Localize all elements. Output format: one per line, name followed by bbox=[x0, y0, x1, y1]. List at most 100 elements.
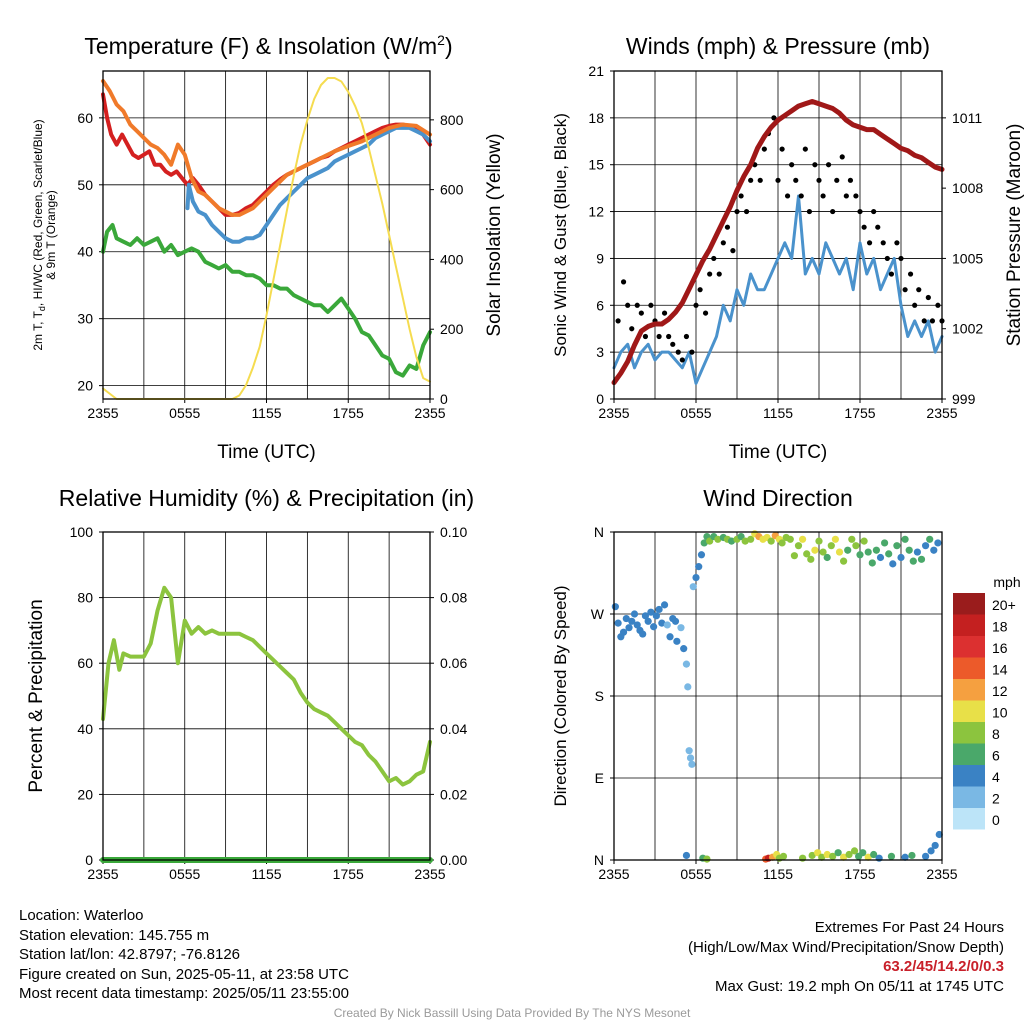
direction-point bbox=[927, 847, 935, 855]
series-line-0 bbox=[612, 194, 944, 385]
colorbar-swatch bbox=[953, 679, 985, 701]
y-right-tick-label: 1011 bbox=[952, 110, 982, 126]
gust-point bbox=[724, 224, 731, 230]
x-tick-label: 1755 bbox=[333, 866, 364, 882]
plot-frame bbox=[102, 531, 431, 861]
gust-point bbox=[820, 193, 826, 199]
gust-point bbox=[661, 310, 668, 316]
series-line-0 bbox=[101, 92, 432, 217]
direction-point bbox=[931, 841, 939, 850]
y-right-tick-label: 1002 bbox=[952, 321, 983, 337]
x-axis-label: Time (UTC) bbox=[729, 442, 828, 463]
gust-point bbox=[748, 177, 754, 183]
y-tick-label: N bbox=[594, 852, 604, 868]
y-tick-label: E bbox=[595, 770, 604, 786]
direction-point bbox=[633, 621, 641, 629]
y-tick-label: 40 bbox=[77, 244, 93, 260]
direction-point bbox=[893, 542, 901, 550]
winds-chart: 2355 0555 1155 1755 235503691215182199910021… bbox=[551, 33, 1024, 463]
gust-point bbox=[916, 287, 922, 293]
direction-point bbox=[845, 850, 853, 859]
direction-point bbox=[897, 553, 905, 562]
x-tick-label: 2355 bbox=[87, 866, 118, 882]
direction-point bbox=[875, 854, 883, 862]
gust-point bbox=[847, 177, 854, 183]
direction-point bbox=[856, 551, 864, 559]
plot-frame bbox=[102, 70, 431, 400]
direction-point bbox=[767, 537, 775, 545]
direction-point bbox=[682, 851, 691, 860]
direction-point bbox=[831, 535, 840, 543]
gust-point bbox=[843, 193, 849, 199]
chart-title: Wind Direction bbox=[703, 485, 853, 511]
gust-point bbox=[761, 146, 767, 152]
gust-point bbox=[702, 310, 709, 316]
x-tick-label: 1755 bbox=[844, 405, 875, 421]
gust-point bbox=[907, 271, 914, 277]
gust-point bbox=[779, 146, 785, 152]
direction-point bbox=[619, 628, 628, 636]
direction-point bbox=[811, 546, 819, 554]
colorbar-label: 18 bbox=[992, 619, 1008, 635]
gust-point bbox=[683, 333, 690, 340]
colorbar-swatch bbox=[953, 808, 985, 830]
y-right-tick-label: 0.08 bbox=[440, 590, 467, 606]
direction-point bbox=[673, 637, 681, 645]
y-axis-label-left: Percent & Precipitation bbox=[26, 599, 47, 792]
y-right-tick-label: 400 bbox=[440, 251, 464, 267]
gust-point bbox=[734, 208, 740, 215]
colorbar-unit: mph bbox=[993, 574, 1020, 590]
gust-point bbox=[912, 302, 918, 308]
direction-point bbox=[881, 539, 889, 547]
y-right-tick-label: 0.00 bbox=[440, 852, 467, 868]
direction-point bbox=[852, 542, 860, 550]
extremes-subtitle: (High/Low/Max Wind/Precipitation/Snow De… bbox=[688, 938, 1004, 956]
y-right-tick-label: 0.02 bbox=[440, 786, 467, 802]
direction-point bbox=[835, 548, 844, 556]
direction-point bbox=[614, 619, 622, 627]
gust-point bbox=[638, 310, 644, 316]
colorbar-swatch bbox=[953, 657, 985, 679]
direction-point bbox=[688, 760, 696, 768]
colorbar-swatch bbox=[953, 614, 985, 636]
direction-point bbox=[697, 551, 706, 559]
direction-point bbox=[680, 645, 688, 653]
colorbar-label: 12 bbox=[992, 683, 1008, 699]
direction-point bbox=[786, 535, 794, 543]
direction-point bbox=[859, 849, 867, 857]
extremes-values: 63.2/45/14.2/0/0.3 bbox=[883, 958, 1004, 976]
gust-point bbox=[898, 255, 904, 262]
x-tick-label: 2355 bbox=[414, 405, 445, 421]
direction-point bbox=[807, 555, 815, 563]
colorbar-label: 0 bbox=[992, 812, 1000, 828]
direction-point bbox=[935, 830, 943, 839]
x-tick-label: 1155 bbox=[251, 405, 281, 421]
direction-point bbox=[682, 660, 691, 668]
y-tick-label: S bbox=[595, 688, 604, 704]
direction-point bbox=[652, 612, 660, 620]
direction-point bbox=[913, 548, 922, 556]
direction-point bbox=[934, 539, 942, 547]
gust-point bbox=[716, 271, 722, 277]
y-tick-label: 15 bbox=[588, 157, 604, 173]
plot-frame bbox=[613, 70, 943, 400]
direction-point bbox=[611, 603, 619, 611]
direction-point bbox=[844, 546, 852, 554]
gust-point bbox=[720, 240, 726, 246]
direction-point bbox=[887, 852, 896, 860]
gust-point bbox=[775, 177, 781, 183]
direction-point bbox=[692, 573, 700, 582]
gust-point bbox=[888, 271, 895, 277]
gust-point bbox=[921, 318, 927, 324]
direction-point bbox=[885, 550, 893, 558]
direction-point bbox=[905, 546, 913, 554]
direction-point bbox=[908, 851, 916, 860]
direction-point bbox=[650, 623, 658, 631]
direction-point bbox=[868, 559, 876, 567]
direction-point bbox=[909, 557, 917, 565]
chart-title: Relative Humidity (%) & Precipitation (i… bbox=[59, 485, 474, 511]
created-text: Figure created on Sun, 2025-05-11, at 23… bbox=[19, 965, 349, 983]
direction-point bbox=[889, 560, 897, 568]
gust-point bbox=[935, 302, 941, 308]
